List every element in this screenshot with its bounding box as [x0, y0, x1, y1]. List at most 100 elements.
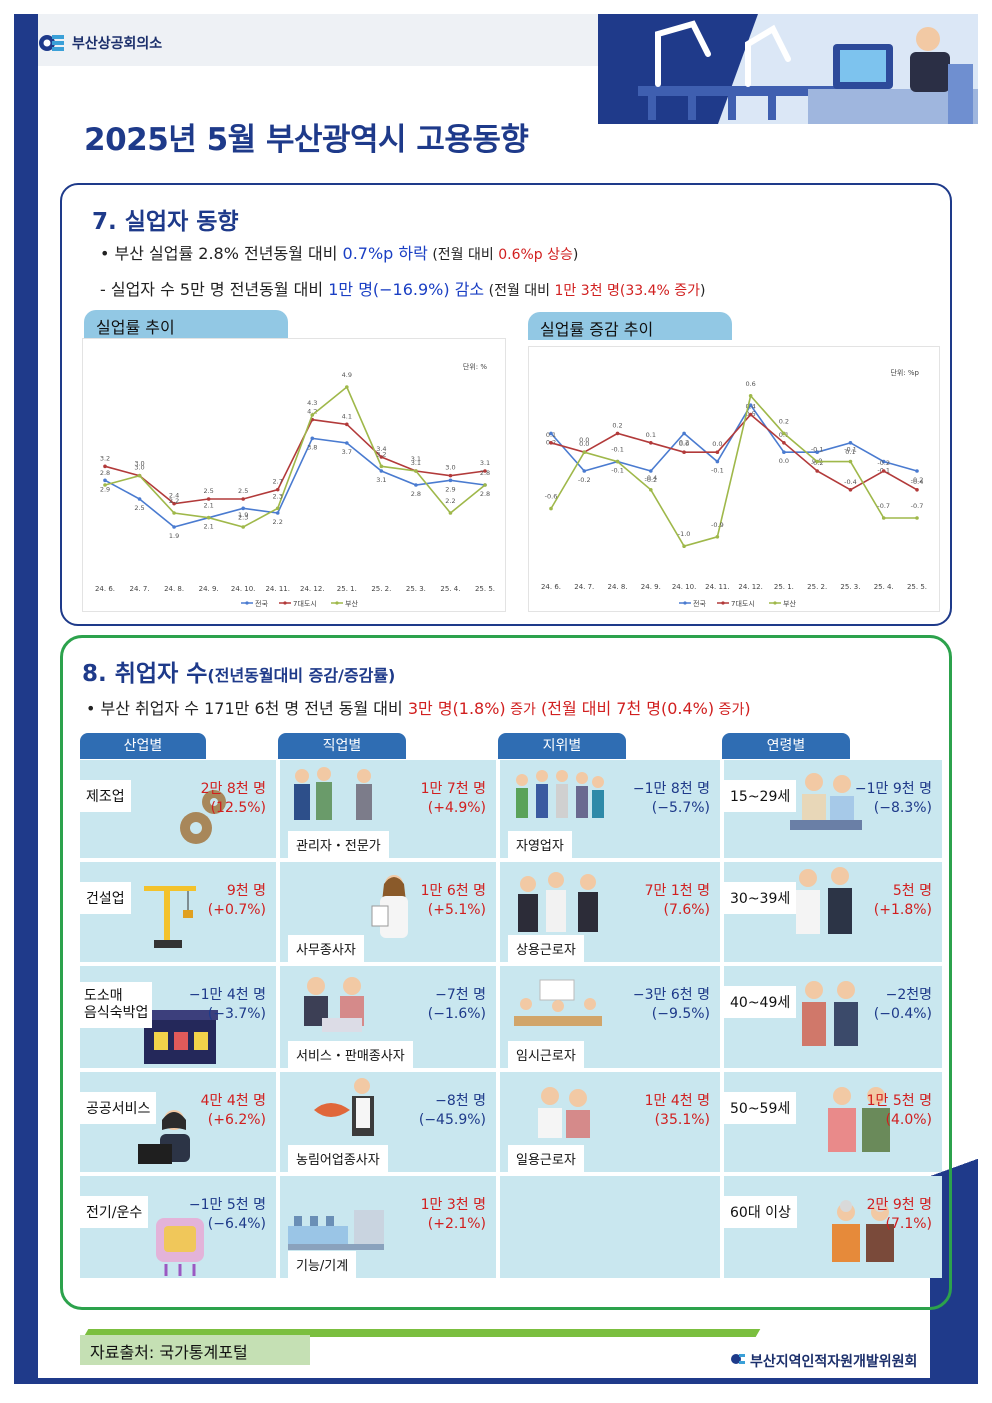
category-label: 30~39세	[724, 882, 797, 914]
change-value: −1만 5천 명 (−6.4%)	[189, 1196, 266, 1234]
change-rate: (−6.4%)	[207, 1216, 266, 1232]
x-tick-label: 24. 10.	[231, 585, 256, 593]
change-amount: −1만 5천 명	[188, 1197, 266, 1213]
page-title: 2025년 5월 부산광역시 고용동향	[84, 122, 529, 158]
change-rate: (−9.5%)	[651, 1006, 710, 1022]
change-amount: 1만 5천 명	[866, 1093, 932, 1109]
data-point	[782, 450, 786, 454]
data-point	[615, 431, 620, 436]
employment-cell-occupation: 농림어업종사자 −8천 명 (−45.9%)	[280, 1072, 496, 1172]
x-tick-label: 24. 11.	[265, 585, 290, 593]
data-point	[815, 469, 819, 473]
change-rate: (−3.7%)	[207, 1006, 266, 1022]
data-label: 0.0	[712, 440, 722, 448]
change-rate: (−1.6%)	[427, 1006, 486, 1022]
data-point	[379, 464, 384, 469]
data-point	[881, 516, 886, 520]
data-point	[379, 469, 384, 473]
data-label: 3.8	[307, 443, 317, 451]
change-rate: (7.6%)	[663, 902, 711, 918]
unemployed-count-summary: - 실업자 수 5만 명 전년동월 대비 1만 명(−16.9%) 감소 (전월…	[100, 276, 705, 300]
data-point	[748, 412, 753, 417]
footer-org-name: 부산지역인적자원개발위원회	[750, 1354, 918, 1370]
council-logo-icon	[730, 1351, 746, 1371]
data-label: 4.1	[342, 412, 352, 420]
data-label: 2.3	[238, 513, 248, 521]
data-label: -1.0	[678, 530, 691, 538]
x-tick-label: 25. 2.	[807, 583, 827, 591]
unit-label: 단위: %p	[890, 368, 919, 377]
crane-icon	[140, 880, 200, 956]
data-point	[241, 525, 245, 529]
service-icon	[292, 974, 382, 1040]
change-rate: (+6.2%)	[207, 1112, 266, 1128]
employment-cell-industry: 제조업 2만 8천 명 (12.5%)	[80, 760, 276, 858]
change-value: 1만 5천 명 (4.0%)	[867, 1092, 932, 1130]
data-point	[782, 441, 786, 445]
change-amount: −3만 6천 명	[632, 987, 710, 1003]
data-label: 2.8	[411, 490, 421, 498]
x-tick-label: 24. 9.	[199, 585, 219, 593]
data-label: 3.0	[134, 460, 144, 468]
change-amount: 1만 4천 명	[644, 1093, 710, 1109]
change-value: −3만 6천 명 (−9.5%)	[633, 986, 710, 1024]
footer-org: 부산지역인적자원개발위원회	[730, 1351, 917, 1371]
summary-highlight: )	[744, 699, 751, 718]
data-label: 3.1	[376, 476, 386, 484]
data-point	[615, 459, 620, 464]
left-border	[14, 14, 38, 1384]
data-label: 1.9	[238, 511, 248, 519]
employment-cell-industry: 도소매 음식숙박업 −1만 4천 명 (−3.7%)	[80, 966, 276, 1068]
data-label: 2.1	[203, 523, 213, 531]
data-point	[748, 403, 753, 407]
x-tick-label: 25. 3.	[406, 585, 426, 593]
data-label: -0.1	[844, 446, 857, 454]
data-label: 0.4	[745, 403, 755, 411]
data-point	[241, 497, 245, 501]
change-value: 1만 4천 명 (35.1%)	[645, 1092, 710, 1130]
category-label: 40~49세	[724, 986, 797, 1018]
unemployment-rate-chart: 단위: % 24. 6. 24. 7. 24. 8. 24. 9. 24. 10. 24. …	[82, 338, 506, 612]
employment-cell-age: 40~49세 −2천명 (−0.4%)	[724, 966, 942, 1068]
data-point	[649, 441, 653, 445]
data-point	[448, 511, 453, 515]
day-workers-icon	[530, 1082, 600, 1146]
data-label: 2.4	[169, 492, 179, 500]
data-point	[483, 483, 487, 487]
data-label: 2.7	[273, 478, 283, 486]
change-rate: (+2.1%)	[427, 1216, 486, 1232]
legend-marker	[773, 601, 777, 605]
data-point	[206, 515, 211, 520]
data-point	[275, 487, 280, 492]
org-name: 부산상공회의소	[72, 36, 163, 52]
employment-cell-status: 일용근로자 1만 4천 명 (35.1%)	[500, 1072, 720, 1172]
change-amount: −2천명	[885, 987, 932, 1003]
summary-highlight: 1만 3천 명(33.4% 증가	[554, 283, 701, 299]
chart2-tab: 실업률 증감 추이	[528, 312, 732, 340]
category-label: 60대 이상	[724, 1196, 797, 1228]
section8-title-main: 8. 취업자 수	[82, 661, 208, 687]
change-rate: (+4.9%)	[427, 800, 486, 816]
category-label: 제조업	[80, 780, 131, 812]
data-label: -0.9	[711, 521, 724, 529]
employment-cell-age: 15~29세 −1만 9천 명 (−8.3%)	[724, 760, 942, 858]
shop-icon	[140, 1006, 220, 1068]
unemployment-rate-summary: • 부산 실업률 2.8% 전년동월 대비 0.7%p 하락 (전월 대비 0.…	[100, 240, 578, 264]
change-amount: 5천 명	[892, 883, 932, 899]
header-band	[38, 14, 598, 66]
x-tick-label: 24. 9.	[641, 583, 661, 591]
category-label: 관리자・전문가	[288, 831, 389, 858]
data-label: 3.1	[411, 459, 421, 467]
data-point	[172, 511, 176, 515]
data-point	[310, 413, 315, 417]
data-label: 3.0	[445, 464, 455, 472]
data-label: 4.3	[307, 399, 317, 407]
change-rate: (7.1%)	[885, 1216, 933, 1232]
data-point	[172, 525, 176, 529]
summary-text: (전월 대비	[484, 283, 555, 299]
x-tick-label: 25. 1.	[337, 585, 357, 593]
change-amount: −1만 4천 명	[188, 987, 266, 1003]
change-rate: (+0.7%)	[207, 902, 266, 918]
source-box	[80, 1335, 310, 1365]
data-point	[310, 436, 315, 441]
